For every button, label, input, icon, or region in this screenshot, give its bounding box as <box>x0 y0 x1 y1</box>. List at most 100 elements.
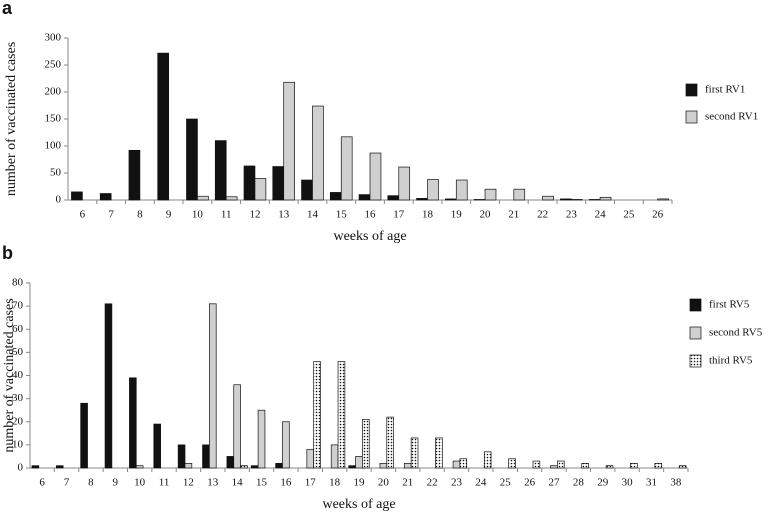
bar <box>104 303 113 469</box>
bar <box>484 188 497 201</box>
bar <box>513 188 526 201</box>
bar <box>403 463 412 469</box>
bar <box>99 193 112 201</box>
y-tick-label: 0 <box>18 462 24 474</box>
x-tick-label: 14 <box>232 477 244 489</box>
x-tick-label: 11 <box>159 477 170 489</box>
bar <box>31 465 40 469</box>
x-tick-label: 38 <box>670 477 682 489</box>
bar <box>243 165 256 201</box>
bar <box>445 198 457 201</box>
y-tick-label: 100 <box>45 140 62 152</box>
bar <box>654 463 663 469</box>
x-tick-label: 20 <box>480 209 492 221</box>
x-tick-label: 27 <box>548 477 560 489</box>
y-tick-label: 80 <box>12 277 24 289</box>
bar <box>226 456 235 469</box>
x-tick-label: 10 <box>192 209 204 221</box>
y-tick-label: 70 <box>12 300 24 312</box>
y-tick-label: 20 <box>12 415 24 427</box>
bar <box>599 196 612 201</box>
bar <box>135 465 144 469</box>
bar <box>416 198 428 201</box>
bar <box>588 199 601 201</box>
bar <box>312 105 324 201</box>
bar <box>313 361 321 469</box>
bar <box>129 377 137 469</box>
x-tick-label: 13 <box>278 209 290 221</box>
legend-swatch <box>685 110 698 124</box>
y-tick-label: 0 <box>56 194 62 206</box>
bar <box>435 437 443 469</box>
bar <box>301 179 313 201</box>
bar <box>379 463 388 469</box>
bar <box>197 195 209 201</box>
bar <box>387 195 400 201</box>
bar <box>508 458 516 469</box>
x-tick-label: 26 <box>524 477 536 489</box>
x-tick-label: 9 <box>113 477 119 489</box>
bar <box>177 444 186 469</box>
bar <box>542 195 554 201</box>
x-tick-label: 19 <box>451 209 463 221</box>
bar <box>184 463 193 469</box>
bar <box>157 52 170 201</box>
x-tick-label: 14 <box>307 209 319 221</box>
x-tick-label: 8 <box>137 209 143 221</box>
bar <box>355 456 363 469</box>
legend-swatch <box>685 83 698 97</box>
bar <box>275 463 283 469</box>
bar <box>340 136 353 201</box>
bar <box>282 421 290 469</box>
x-tick-label: 21 <box>508 209 519 221</box>
bar <box>254 178 267 201</box>
bar <box>427 179 439 201</box>
x-tick-label: 19 <box>354 477 366 489</box>
x-tick-label: 29 <box>597 477 609 489</box>
bar <box>128 149 141 201</box>
x-tick-label: 7 <box>64 477 70 489</box>
legend-label: third RV5 <box>709 355 753 367</box>
bar <box>362 419 370 469</box>
x-tick-label: 24 <box>595 209 607 221</box>
x-tick-label: 6 <box>80 209 86 221</box>
legend-label: first RV5 <box>709 299 750 311</box>
bar <box>153 423 161 469</box>
x-tick-label: 25 <box>623 209 635 221</box>
bar <box>329 192 342 201</box>
bar <box>71 191 83 201</box>
x-tick-label: 16 <box>280 477 292 489</box>
y-tick-label: 10 <box>12 438 24 450</box>
y-axis-label: number of vaccinated cases <box>2 298 17 452</box>
bar <box>233 384 241 469</box>
bar <box>225 196 238 201</box>
y-tick-label: 40 <box>12 369 24 381</box>
x-tick-label: 23 <box>451 477 463 489</box>
legend-label: first RV1 <box>705 84 745 96</box>
bar <box>80 402 88 469</box>
x-axis-label: weeks of age <box>322 497 395 512</box>
bar <box>557 460 565 469</box>
bar <box>483 451 492 469</box>
bar <box>250 465 259 469</box>
bar <box>186 118 198 201</box>
x-tick-label: 15 <box>336 209 348 221</box>
x-tick-label: 11 <box>221 209 232 221</box>
bar <box>358 194 371 201</box>
legend-swatch <box>689 298 702 312</box>
y-tick-label: 50 <box>50 167 62 179</box>
y-tick-label: 300 <box>45 32 62 44</box>
bar <box>214 140 227 201</box>
x-tick-label: 9 <box>166 209 172 221</box>
bar <box>202 444 210 469</box>
bar <box>605 465 614 469</box>
bar <box>459 458 468 469</box>
y-axis-label: number of vaccinated cases <box>4 42 19 196</box>
x-tick-label: 12 <box>183 477 194 489</box>
y-tick-label: 150 <box>45 113 62 125</box>
x-tick-label: 6 <box>39 477 45 489</box>
x-tick-label: 22 <box>427 477 438 489</box>
bar <box>630 463 638 469</box>
y-tick-label: 200 <box>45 86 62 98</box>
y-tick-label: 250 <box>45 59 62 71</box>
